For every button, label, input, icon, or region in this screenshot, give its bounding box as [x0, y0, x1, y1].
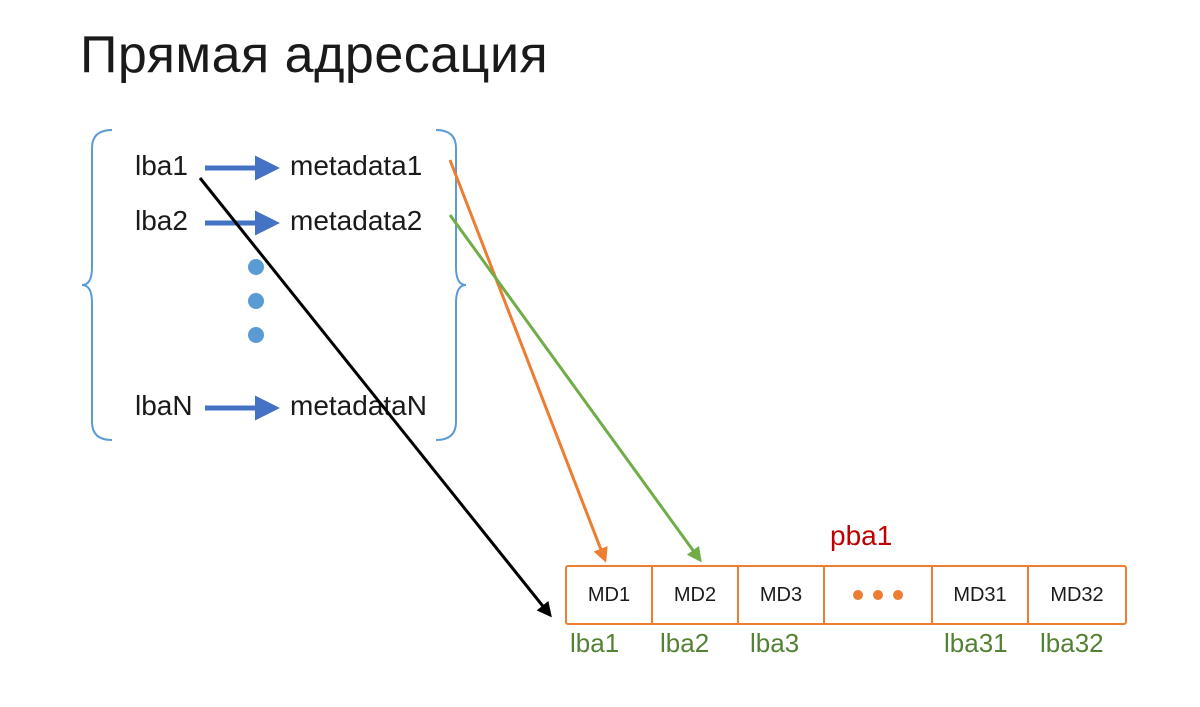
- lba-bottom-label: lba2: [660, 628, 709, 659]
- md-cell: MD3: [739, 567, 825, 623]
- metadata-label: metadataN: [290, 390, 427, 422]
- md-cell: MD32: [1029, 567, 1125, 623]
- lba-bottom-label: lba3: [750, 628, 799, 659]
- md-cell: MD2: [653, 567, 739, 623]
- lba-bottom-label: lba1: [570, 628, 619, 659]
- md-cell: MD1: [567, 567, 653, 623]
- lba-label: lbaN: [135, 390, 193, 422]
- ellipsis-dot: [248, 293, 264, 309]
- metadata-label: metadata2: [290, 205, 422, 237]
- lba-label: lba2: [135, 205, 188, 237]
- green-arrow: [450, 215, 700, 560]
- ellipsis-dot: [248, 327, 264, 343]
- md-ellipsis: [825, 567, 933, 623]
- slide-title: Прямая адресация: [80, 25, 548, 85]
- metadata-label: metadata1: [290, 150, 422, 182]
- lba-bottom-label: lba31: [944, 628, 1008, 659]
- md-cell: MD31: [933, 567, 1029, 623]
- left-brace: [82, 130, 112, 440]
- lba-label: lba1: [135, 150, 188, 182]
- lba-bottom-label: lba32: [1040, 628, 1104, 659]
- slide-canvas: Прямая адресация lba1 metadata1 lba2 metada…: [0, 0, 1200, 707]
- right-brace: [436, 130, 466, 440]
- pba-label: pba1: [830, 520, 892, 552]
- orange-arrow: [450, 160, 605, 560]
- ellipsis-dot: [248, 259, 264, 275]
- physical-block: MD1MD2MD3 MD31MD32: [565, 565, 1127, 625]
